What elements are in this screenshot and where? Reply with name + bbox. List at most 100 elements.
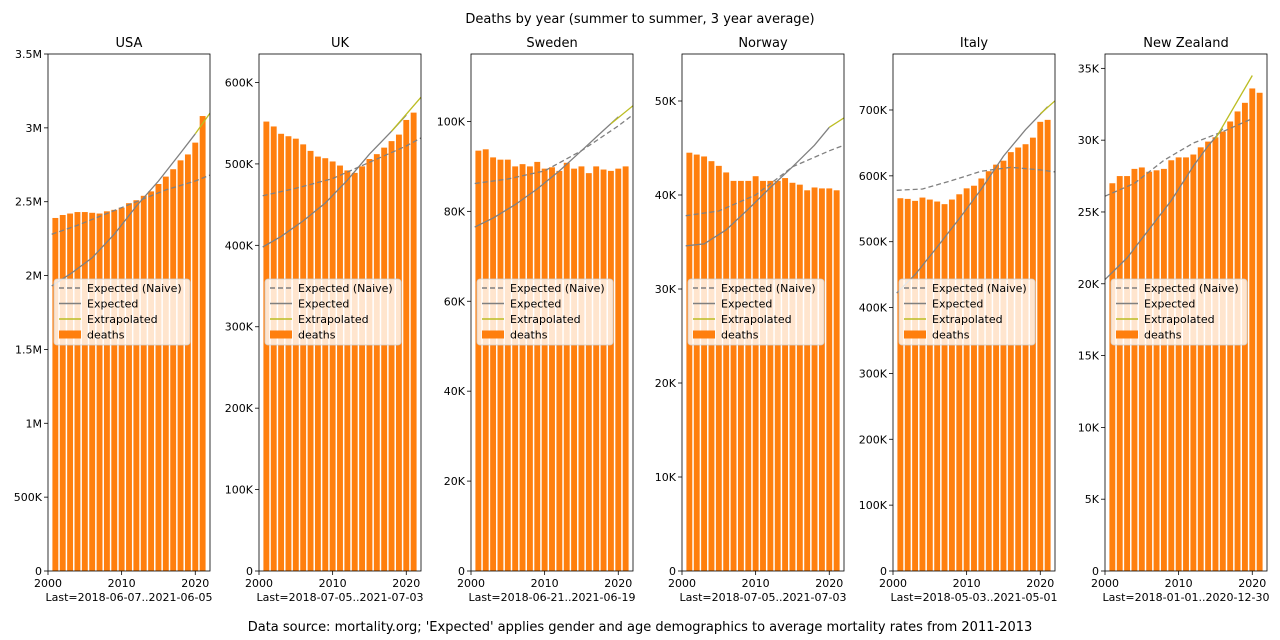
legend-box <box>476 278 614 346</box>
bar <box>270 126 277 571</box>
legend-swatch-deaths <box>482 330 504 339</box>
legend-swatch-deaths <box>1116 330 1138 339</box>
bar <box>403 119 410 571</box>
bar <box>292 138 299 571</box>
chart-panel: Sweden 0 20K 40K 60K 80K 100K 2000 2010 2020Last=… <box>437 36 636 604</box>
bar <box>148 191 155 572</box>
legend-label-extrapolated: Extrapolated <box>298 313 369 326</box>
bar <box>1219 131 1226 572</box>
bar <box>1205 141 1212 571</box>
bar <box>948 199 955 571</box>
y-tick-label: 1M <box>26 417 43 430</box>
bar <box>395 134 402 571</box>
legend-label-deaths: deaths <box>87 329 125 342</box>
extrapolated-line <box>1214 75 1253 140</box>
bar <box>322 158 329 571</box>
y-tick-label: 50K <box>655 95 677 108</box>
y-tick-label: 2.5M <box>15 196 42 209</box>
bar <box>126 203 132 572</box>
bar <box>730 180 737 571</box>
y-tick-label: 20K <box>444 475 466 488</box>
axes-frame <box>258 53 422 572</box>
x-tick-label: 2020 <box>1238 577 1266 590</box>
panel-title: USA <box>116 36 143 51</box>
bar <box>1256 92 1263 572</box>
x-axis-label: Last=2018-01-01..2020-12-30 <box>1103 591 1270 604</box>
bar <box>1168 160 1175 571</box>
legend-label-naive: Expected (Naive) <box>1144 282 1239 295</box>
y-tick-label: 500K <box>859 236 888 249</box>
expected-line <box>1105 128 1224 280</box>
extrapolated-line <box>828 117 844 128</box>
legend-swatch-deaths <box>270 330 292 339</box>
naive-line <box>474 114 633 185</box>
bar <box>177 160 184 571</box>
bar <box>155 183 162 571</box>
bar <box>1044 119 1051 572</box>
y-tick-label: 400K <box>859 302 888 315</box>
bar <box>118 207 125 571</box>
bar <box>607 170 614 571</box>
y-tick-label: 30K <box>655 283 677 296</box>
y-tick-label: 600K <box>859 170 888 183</box>
y-tick-label: 0 <box>880 565 887 578</box>
x-tick-label: 2000 <box>34 577 62 590</box>
panel-title: Sweden <box>526 36 577 51</box>
y-tick-label: 3M <box>26 122 43 135</box>
legend-swatch-deaths <box>904 330 926 339</box>
bar <box>934 201 941 571</box>
bar <box>904 198 911 571</box>
x-tick-label: 2000 <box>1091 577 1119 590</box>
bar <box>199 116 206 571</box>
bar <box>715 165 722 572</box>
bar <box>162 176 169 572</box>
x-tick-label: 2010 <box>953 577 981 590</box>
legend-label-extrapolated: Extrapolated <box>87 313 158 326</box>
bar <box>1212 137 1219 572</box>
bar <box>701 156 708 571</box>
y-tick-label: 0 <box>35 565 42 578</box>
legend-label-expected: Expected <box>87 298 138 311</box>
figure-title: Deaths by year (summer to summer, 3 year… <box>465 12 814 27</box>
panel-title: Norway <box>738 36 788 51</box>
chart-panel: New Zealand 0 5K 10K 15K 20K 25K 30K 35K 2000 2010… <box>1078 36 1270 604</box>
y-tick-label: 0 <box>246 565 253 578</box>
x-axis-label: Last=2018-06-07..2021-06-05 <box>46 591 213 604</box>
bar <box>67 213 74 571</box>
y-tick-label: 500K <box>14 491 43 504</box>
bar <box>410 112 417 571</box>
y-tick-label: 30K <box>1078 134 1100 147</box>
bar <box>307 150 314 572</box>
expected-line <box>896 106 1049 294</box>
panel-title: New Zealand <box>1143 36 1228 51</box>
y-tick-label: 700K <box>859 104 888 117</box>
bar <box>1153 170 1160 571</box>
y-tick-label: 5K <box>1085 493 1100 506</box>
bar <box>593 166 600 572</box>
bar <box>263 121 270 571</box>
bar <box>686 152 693 571</box>
bar <box>373 154 380 571</box>
bar <box>919 197 926 571</box>
bar <box>708 161 715 571</box>
bar <box>578 166 585 572</box>
x-tick-label: 2010 <box>742 577 770 590</box>
naive-line <box>685 144 844 217</box>
y-tick-label: 400K <box>225 239 254 252</box>
x-tick-label: 2010 <box>1165 577 1193 590</box>
bar <box>96 213 103 571</box>
x-axis-label: Last=2018-06-21..2021-06-19 <box>469 591 636 604</box>
bar <box>1190 154 1197 571</box>
bar <box>366 159 373 571</box>
legend-label-expected: Expected <box>932 298 983 311</box>
bar <box>796 184 803 571</box>
extrapolated-line <box>1039 100 1055 115</box>
bar <box>1116 176 1123 571</box>
bar <box>622 166 629 572</box>
bar <box>978 178 985 571</box>
bar <box>585 173 592 572</box>
axes-frame <box>892 53 1056 572</box>
bar <box>89 212 96 572</box>
